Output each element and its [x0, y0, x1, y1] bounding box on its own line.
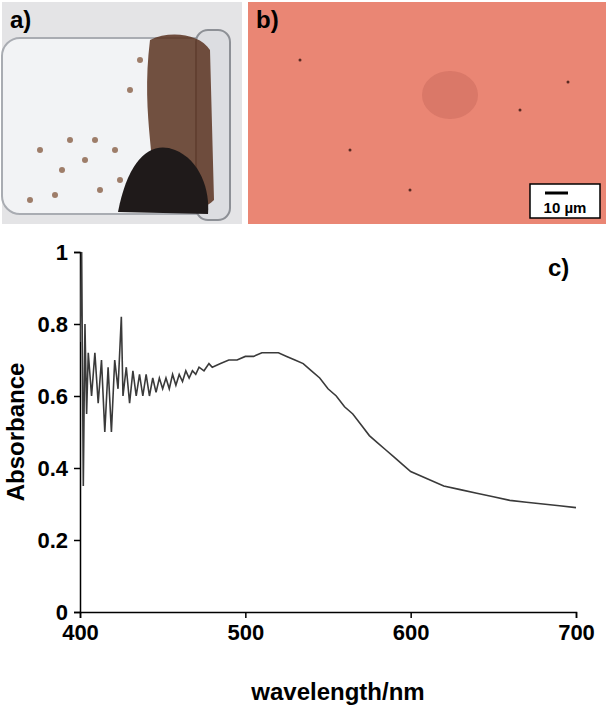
tick: 500	[227, 612, 264, 645]
panel-c: 40050060070000.20.40.60.81wavelength/nmA…	[2, 240, 595, 705]
panel-label: a)	[10, 6, 31, 33]
tick-label: 0	[56, 600, 68, 625]
tick: 700	[558, 612, 595, 645]
tick-label: 0.2	[37, 528, 68, 553]
panel-label: c)	[548, 254, 569, 281]
scale-bar-box	[530, 184, 600, 218]
tick-label: 1	[56, 240, 68, 265]
tick-mark	[74, 612, 80, 614]
y-axis: 0 0.2 0.4 0.6 0.8 1	[37, 240, 80, 625]
tick-mark	[410, 612, 412, 618]
y-axis-title: Absorbance	[2, 363, 29, 502]
tick-mark	[74, 252, 80, 254]
tick: 0.8	[37, 312, 80, 337]
photo-background	[2, 2, 242, 224]
residue-speck	[52, 192, 58, 198]
micrograph	[248, 2, 606, 224]
micrograph-dot	[299, 59, 302, 62]
scale-bar-label: 10 µm	[544, 199, 587, 216]
residue-speck	[82, 157, 88, 163]
tick: 0.4	[37, 456, 80, 481]
tick: 1	[56, 240, 80, 265]
tick-label: 0.6	[37, 384, 68, 409]
axis-line	[74, 253, 81, 613]
tick-label: 700	[558, 620, 595, 645]
panel-b: b) 10 µm	[248, 2, 606, 224]
residue-speck	[137, 57, 143, 63]
tick: 0.6	[37, 384, 80, 409]
figure: a)b)10 µm40050060070000.20.40.60.81wavel…	[0, 0, 610, 716]
tick-label: 500	[227, 620, 264, 645]
x-axis: 400500600700	[62, 612, 595, 645]
tick-label: 600	[393, 620, 430, 645]
residue-speck	[112, 147, 118, 153]
micrograph-dot	[409, 189, 412, 192]
tick-label: 0.8	[37, 312, 68, 337]
tick: 0.2	[37, 528, 80, 553]
residue-speck	[37, 147, 43, 153]
residue-speck	[117, 177, 123, 183]
tick-label: 0.4	[37, 456, 68, 481]
residue-speck	[67, 137, 73, 143]
dark-film	[118, 148, 208, 214]
tick-mark	[74, 396, 80, 398]
tick: 0	[56, 600, 80, 625]
residue-speck	[97, 187, 103, 193]
panel-a: a)	[2, 2, 242, 224]
tick-mark	[74, 540, 80, 542]
scale-bar	[545, 192, 568, 195]
residue-speck	[59, 167, 65, 173]
residue-speck	[27, 197, 33, 203]
residue-speck	[127, 87, 133, 93]
micrograph-dot	[519, 109, 522, 112]
micrograph-shade	[422, 71, 478, 119]
tick-mark	[245, 612, 247, 618]
panel-label: b)	[256, 6, 279, 33]
tick: 600	[393, 612, 430, 645]
micrograph-dot	[349, 149, 352, 152]
spectrum-line	[80, 252, 576, 508]
plot-area	[80, 252, 576, 508]
tick-mark	[74, 468, 80, 470]
x-axis-title: wavelength/nm	[250, 678, 424, 705]
axis-line	[81, 613, 577, 619]
tick-mark	[74, 324, 80, 326]
micrograph-dot	[567, 81, 570, 84]
residue-speck	[92, 137, 98, 143]
tick-mark	[576, 612, 578, 618]
